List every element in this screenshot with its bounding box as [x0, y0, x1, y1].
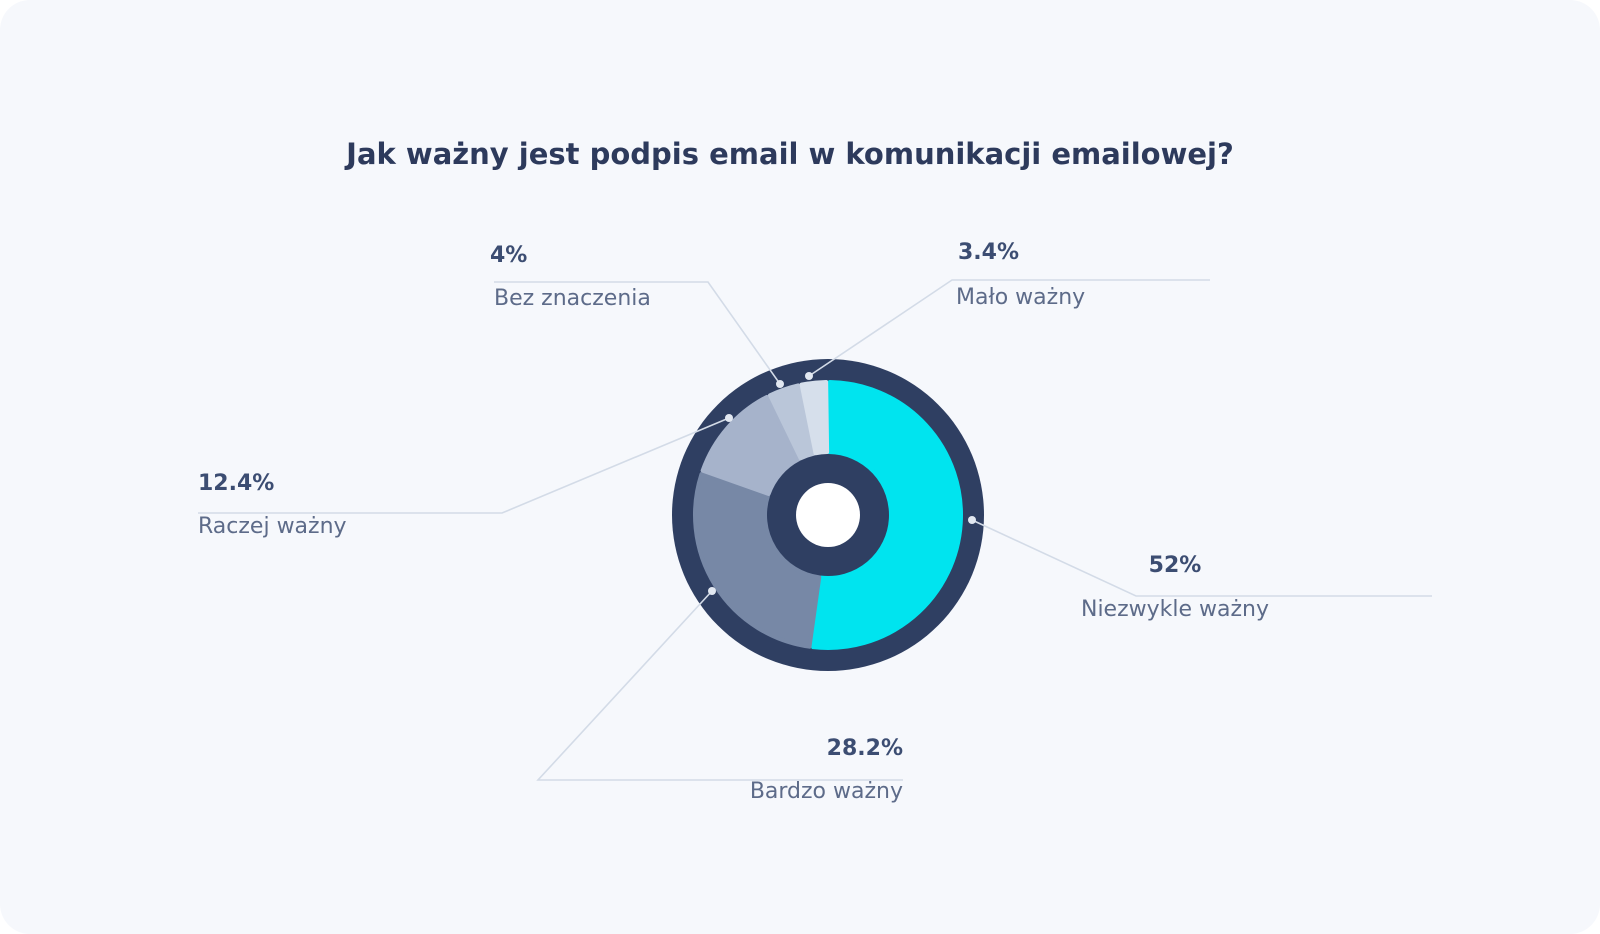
chart-title: Jak ważny jest podpis email w komunikacj…	[344, 137, 1234, 171]
slice-value-label: 3.4%	[958, 240, 1019, 265]
slice-category-label: Raczej ważny	[198, 514, 347, 539]
slice-mało-ważny	[799, 380, 830, 456]
center-hole	[796, 483, 860, 547]
leader-line	[971, 519, 1432, 597]
donut-ring	[672, 359, 984, 671]
leader-dot	[725, 414, 733, 422]
leader-line	[536, 590, 903, 781]
slices-group	[693, 380, 963, 650]
leader-lines	[198, 279, 1432, 781]
leader-line	[198, 417, 730, 514]
slice-category-label: Niezwykle ważny	[1081, 597, 1269, 622]
leader-line	[808, 279, 1210, 377]
slice-value-label: 52%	[1149, 553, 1202, 578]
slice-category-label: Bez znaczenia	[494, 286, 651, 311]
slice-value-label: 28.2%	[827, 736, 903, 761]
leader-dot	[968, 516, 976, 524]
slice-value-label: 12.4%	[198, 471, 274, 496]
leader-dot	[708, 587, 716, 595]
slice-category-label: Bardzo ważny	[750, 779, 903, 804]
slice-niezwykle-ważny	[811, 380, 963, 650]
slice-category-label: Mało ważny	[956, 285, 1085, 310]
leader-dot	[805, 372, 813, 380]
slice-value-label: 4%	[490, 243, 527, 268]
slice-labels: 52% Niezwykle ważny 28.2% Bardzo ważny 12.4%…	[198, 240, 1269, 804]
leader-dot	[776, 380, 784, 388]
leader-line	[494, 281, 781, 385]
slice-raczej-ważny	[700, 394, 801, 496]
slice-bardzo-ważny	[693, 472, 822, 649]
